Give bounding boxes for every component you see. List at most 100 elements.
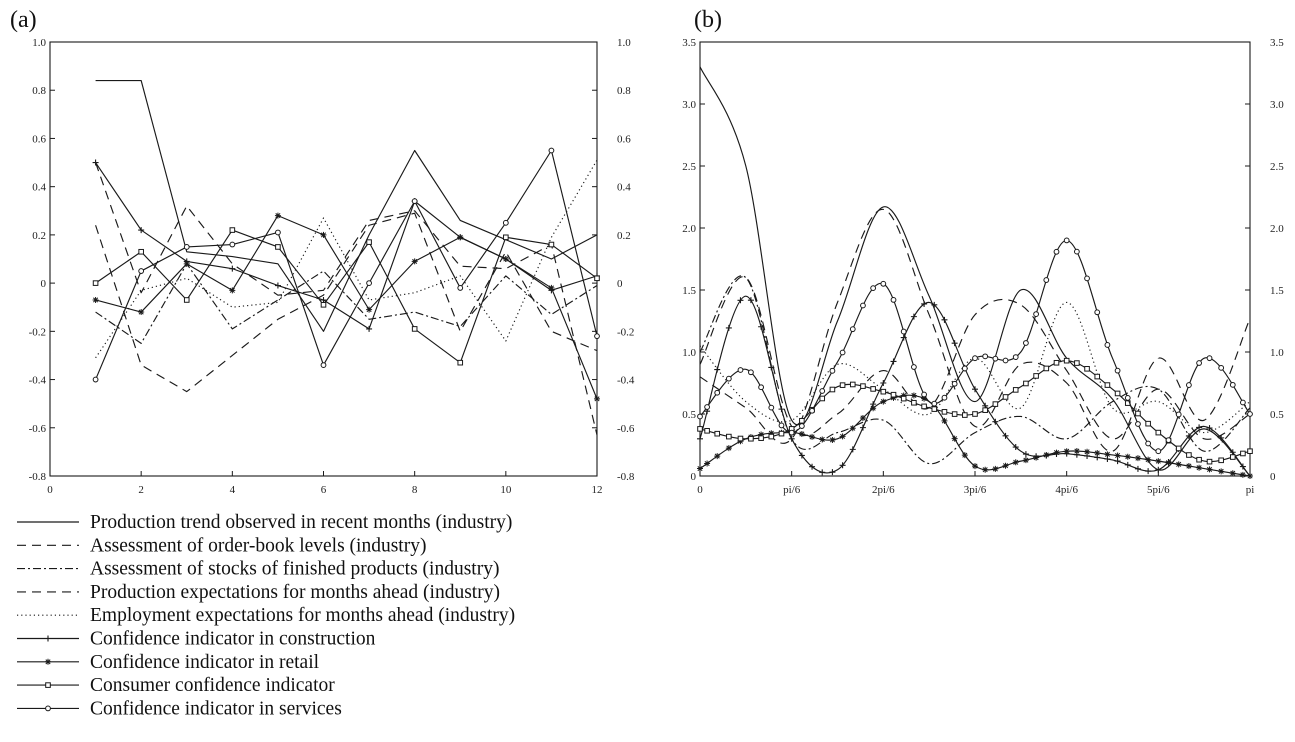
panel-a-label: (a): [10, 7, 37, 33]
legend-label: Confidence indicator in construction: [90, 629, 376, 650]
data-point-services: [839, 349, 846, 356]
data-point-consumer: [1196, 456, 1202, 463]
x-tick-label: 4pi/6: [1055, 484, 1078, 496]
data-point-services: [229, 241, 236, 248]
data-point-services: [1114, 367, 1121, 374]
y-tick-label: 0.6: [32, 133, 46, 145]
y-tick-label-right: 3.0: [1270, 99, 1284, 111]
series-line-prodexp: [95, 162, 598, 436]
data-point-services: [921, 391, 927, 398]
data-point-services: [819, 388, 826, 394]
data-point-consumer: [1074, 360, 1080, 366]
data-point-construction: [768, 364, 775, 371]
data-point-construction: [1114, 458, 1121, 465]
legend-label: Confidence indicator in services: [90, 698, 342, 719]
data-point-construction: [92, 159, 99, 166]
plot-frame: [49, 41, 598, 477]
data-point-services: [183, 244, 190, 250]
legend-item-retail: Confidence indicator in retail: [17, 652, 320, 673]
series-trend: [95, 80, 598, 332]
data-point-construction: [809, 463, 816, 470]
legend-marker-services: [45, 705, 51, 712]
data-point-retail: [961, 452, 968, 459]
y-tick-label-right: 3.5: [1270, 37, 1284, 49]
y-tick-label: 0: [41, 278, 47, 290]
x-tick-label: 8: [412, 484, 418, 496]
x-tick-label: 4: [230, 484, 236, 496]
legend-label: Production expectations for months ahead…: [90, 582, 500, 603]
data-point-consumer: [839, 382, 846, 388]
y-tick-label-right: -0.4: [617, 375, 635, 387]
data-point-services: [1104, 342, 1111, 348]
legend-item-services: Confidence indicator in services: [17, 698, 342, 719]
y-tick-label-right: 1.0: [617, 37, 631, 49]
series-line-consumer: [95, 229, 598, 364]
y-tick-label: 1.5: [682, 285, 696, 297]
data-point-construction: [1124, 461, 1131, 468]
data-point-retail: [1218, 468, 1225, 475]
data-point-retail: [1073, 448, 1080, 455]
series-line-services: [699, 239, 1251, 452]
data-point-consumer: [849, 381, 856, 388]
y-tick-label-right: 2.0: [1270, 223, 1284, 235]
data-point-construction: [1012, 444, 1019, 451]
data-point-retail: [1114, 452, 1121, 459]
data-point-services: [411, 198, 418, 205]
x-tick-label: 2pi/6: [872, 484, 895, 496]
data-point-consumer: [737, 435, 744, 442]
y-tick-label: -0.4: [29, 375, 47, 387]
data-point-consumer: [1145, 420, 1151, 427]
data-point-construction: [747, 297, 754, 304]
data-point-construction: [931, 301, 938, 308]
data-point-services: [320, 362, 327, 368]
data-point-retail: [921, 395, 928, 402]
y-tick-label: -0.2: [29, 326, 46, 338]
panel-a-chart: -0.8 -0.8 -0.6 -0.6 -0.4 -0.4 -0.2 -0.2 0 0 0.2 0.2…: [29, 37, 635, 496]
data-point-consumer: [819, 395, 826, 402]
x-tick-label: 2: [138, 484, 144, 496]
data-point-construction: [839, 462, 846, 469]
data-point-consumer: [1229, 454, 1236, 460]
data-point-retail: [809, 433, 816, 440]
data-point-retail: [725, 445, 732, 452]
y-tick-label-right: 2.5: [1270, 161, 1284, 173]
data-point-retail: [972, 463, 978, 470]
data-point-consumer: [778, 430, 785, 437]
series-trend: [699, 66, 1251, 477]
data-point-construction: [1022, 451, 1029, 458]
data-point-retail: [1134, 455, 1141, 462]
data-point-consumer: [962, 412, 968, 418]
data-point-retail: [859, 414, 866, 421]
data-point-construction: [941, 316, 948, 323]
series-retail: [92, 212, 600, 402]
data-point-retail: [502, 256, 509, 262]
data-point-services: [1175, 411, 1182, 418]
data-point-retail: [1043, 451, 1050, 458]
legend-label: Confidence indicator in retail: [90, 652, 320, 673]
data-point-retail: [1247, 473, 1253, 479]
data-point-services: [860, 302, 866, 309]
legend-label: Consumer confidence indicator: [90, 675, 335, 696]
legend-item-employ: Employment expectations for months ahead…: [17, 605, 515, 626]
data-point-consumer: [1053, 359, 1060, 366]
data-point-construction: [1239, 463, 1246, 470]
data-point-consumer: [1094, 373, 1101, 380]
data-point-construction: [1185, 432, 1192, 439]
data-point-consumer: [972, 411, 978, 417]
data-point-retail: [92, 296, 99, 303]
data-point-retail: [1124, 453, 1131, 460]
data-point-retail: [982, 466, 989, 473]
data-point-services: [1124, 395, 1131, 401]
data-point-services: [1206, 355, 1213, 362]
legend-label: Assessment of stocks of finished product…: [90, 559, 499, 580]
data-point-retail: [849, 425, 856, 432]
data-point-consumer: [900, 395, 907, 402]
data-point-retail: [274, 212, 281, 219]
data-point-services: [1196, 360, 1202, 366]
data-point-services: [829, 367, 836, 374]
data-point-consumer: [138, 248, 144, 255]
data-point-services: [849, 326, 856, 333]
data-point-construction: [992, 418, 999, 425]
data-point-services: [982, 353, 989, 360]
